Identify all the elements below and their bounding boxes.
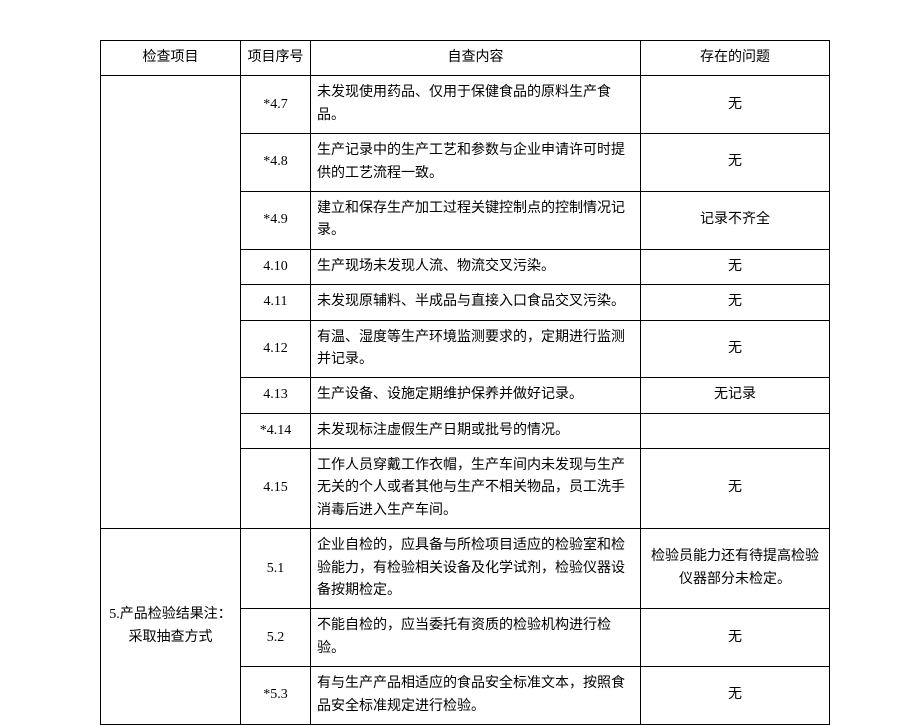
content-cell: 工作人员穿戴工作衣帽，生产车间内未发现与生产无关的个人或者其他与生产不相关物品，… xyxy=(311,449,641,529)
issue-cell: 无 xyxy=(641,249,830,284)
num-cell: *4.9 xyxy=(241,191,311,249)
num-cell: *4.8 xyxy=(241,134,311,192)
content-cell: 有与生产产品相适应的食品安全标准文本，按照食品安全标准规定进行检验。 xyxy=(311,667,641,725)
num-cell: 5.1 xyxy=(241,529,311,609)
num-cell: *4.7 xyxy=(241,76,311,134)
header-col3: 自查内容 xyxy=(311,41,641,76)
content-cell: 建立和保存生产加工过程关键控制点的控制情况记录。 xyxy=(311,191,641,249)
content-cell: 有温、湿度等生产环境监测要求的，定期进行监测并记录。 xyxy=(311,320,641,378)
header-col4: 存在的问题 xyxy=(641,41,830,76)
issue-cell: 无 xyxy=(641,609,830,667)
issue-cell: 检验员能力还有待提高检验仪器部分未检定。 xyxy=(641,529,830,609)
table-row: 5.产品检验结果注：采取抽查方式 5.1 企业自检的，应具备与所检项目适应的检验… xyxy=(101,529,830,609)
header-col2: 项目序号 xyxy=(241,41,311,76)
content-cell: 生产现场未发现人流、物流交叉污染。 xyxy=(311,249,641,284)
num-cell: 4.15 xyxy=(241,449,311,529)
header-col1: 检查项目 xyxy=(101,41,241,76)
content-cell: 不能自检的，应当委托有资质的检验机构进行检验。 xyxy=(311,609,641,667)
content-cell: 生产记录中的生产工艺和参数与企业申请许可时提供的工艺流程一致。 xyxy=(311,134,641,192)
num-cell: 4.10 xyxy=(241,249,311,284)
issue-cell: 无 xyxy=(641,76,830,134)
num-cell: 4.11 xyxy=(241,285,311,320)
category-cell-2: 5.产品检验结果注：采取抽查方式 xyxy=(101,529,241,725)
content-cell: 未发现原辅料、半成品与直接入口食品交叉污染。 xyxy=(311,285,641,320)
issue-cell: 无记录 xyxy=(641,378,830,413)
num-cell: 4.13 xyxy=(241,378,311,413)
issue-cell: 记录不齐全 xyxy=(641,191,830,249)
issue-cell: 无 xyxy=(641,667,830,725)
num-cell: *4.14 xyxy=(241,413,311,448)
num-cell: 5.2 xyxy=(241,609,311,667)
table-row: *4.7 未发现使用药品、仅用于保健食品的原料生产食品。 无 xyxy=(101,76,830,134)
issue-cell: 无 xyxy=(641,320,830,378)
category-cell-1 xyxy=(101,76,241,529)
content-cell: 企业自检的，应具备与所检项目适应的检验室和检验能力，有检验相关设备及化学试剂，检… xyxy=(311,529,641,609)
issue-cell xyxy=(641,413,830,448)
num-cell: 4.12 xyxy=(241,320,311,378)
content-cell: 未发现标注虚假生产日期或批号的情况。 xyxy=(311,413,641,448)
content-cell: 未发现使用药品、仅用于保健食品的原料生产食品。 xyxy=(311,76,641,134)
table-header-row: 检查项目 项目序号 自查内容 存在的问题 xyxy=(101,41,830,76)
issue-cell: 无 xyxy=(641,285,830,320)
content-cell: 生产设备、设施定期维护保养并做好记录。 xyxy=(311,378,641,413)
num-cell: *5.3 xyxy=(241,667,311,725)
issue-cell: 无 xyxy=(641,449,830,529)
issue-cell: 无 xyxy=(641,134,830,192)
inspection-table: 检查项目 项目序号 自查内容 存在的问题 *4.7 未发现使用药品、仅用于保健食… xyxy=(100,40,830,725)
